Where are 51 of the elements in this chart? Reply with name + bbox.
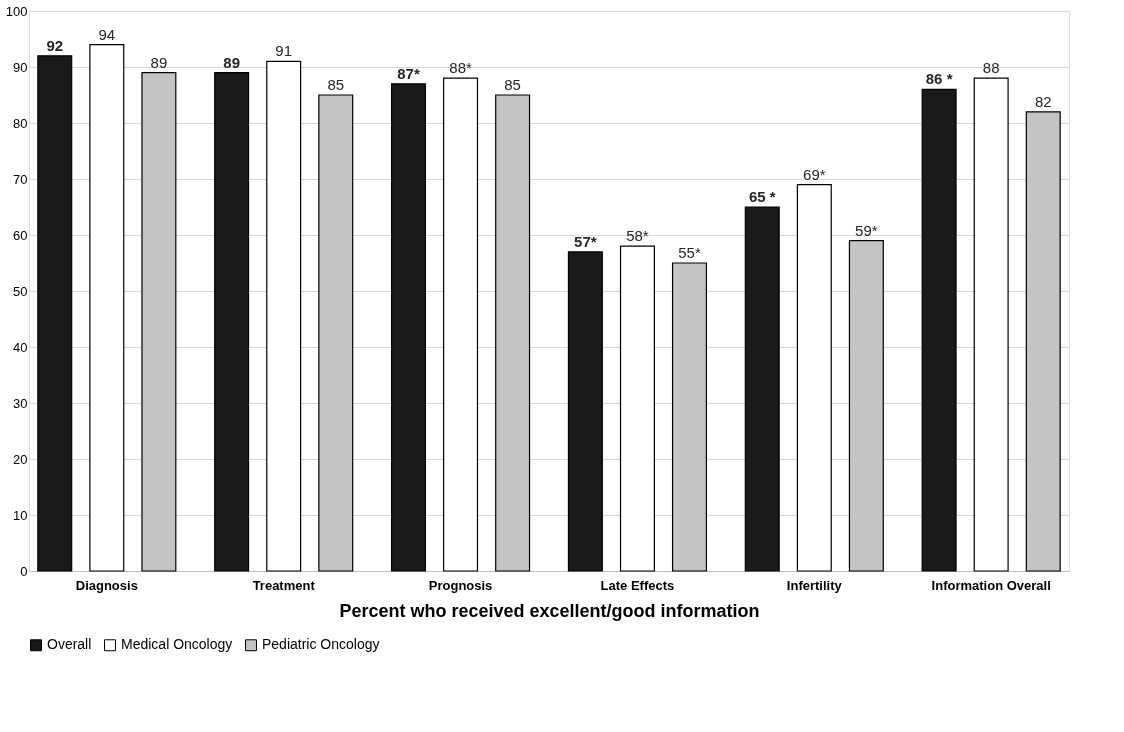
bar [443, 77, 479, 572]
data-label: 69* [803, 165, 826, 183]
legend-label: Medical Oncology [121, 636, 233, 653]
data-label: 91 [275, 42, 293, 60]
data-label: 89 [223, 53, 240, 71]
data-label: 88* [449, 59, 472, 77]
bar [37, 55, 73, 572]
x-tick-label: Diagnosis [75, 577, 138, 593]
y-tick-label: 100 [5, 3, 28, 19]
bar [921, 88, 957, 572]
bar [567, 251, 603, 572]
data-label: 85 [327, 76, 345, 93]
data-label: 58* [626, 227, 649, 245]
y-tick-label: 40 [13, 339, 28, 355]
data-label: 89 [150, 53, 168, 71]
x-tick-label: Late Effects [600, 577, 675, 593]
y-tick-label: 0 [20, 563, 28, 579]
x-axis-title: Percent who received excellent/good information [339, 600, 760, 621]
bar [796, 184, 832, 572]
bar [744, 206, 780, 572]
data-label: 82 [1034, 92, 1052, 110]
legend-label: Pediatric Oncology [262, 636, 380, 653]
bar [390, 83, 427, 572]
legend-label: Overall [47, 636, 92, 653]
y-tick-label: 80 [13, 115, 28, 131]
data-label: 92 [46, 36, 64, 54]
y-tick-label: 20 [13, 451, 28, 467]
x-tick-label: Information Overall [931, 577, 1051, 593]
data-label: 87* [397, 64, 420, 82]
data-label: 85 [504, 76, 521, 93]
data-label: 57* [574, 232, 597, 250]
x-tick-label: Prognosis [428, 577, 493, 593]
y-tick-label: 70 [13, 171, 28, 187]
x-tick-label: Treatment [252, 577, 316, 593]
bar [973, 77, 1009, 572]
y-tick-label: 90 [13, 59, 28, 75]
data-label: 65 * [748, 188, 776, 205]
bar [619, 245, 655, 572]
y-tick-label: 60 [13, 227, 28, 243]
data-label: 59* [855, 221, 878, 239]
y-tick-label: 30 [13, 395, 28, 411]
data-label: 86 * [925, 70, 953, 88]
y-tick-label: 50 [13, 283, 28, 299]
bar [266, 60, 302, 572]
data-label: 94 [98, 25, 116, 43]
bar [89, 44, 125, 572]
data-label: 55* [678, 244, 701, 261]
bar [214, 72, 250, 572]
y-tick-label: 10 [13, 507, 28, 523]
x-tick-label: Infertility [786, 577, 843, 593]
data-label: 88 [982, 59, 1000, 77]
